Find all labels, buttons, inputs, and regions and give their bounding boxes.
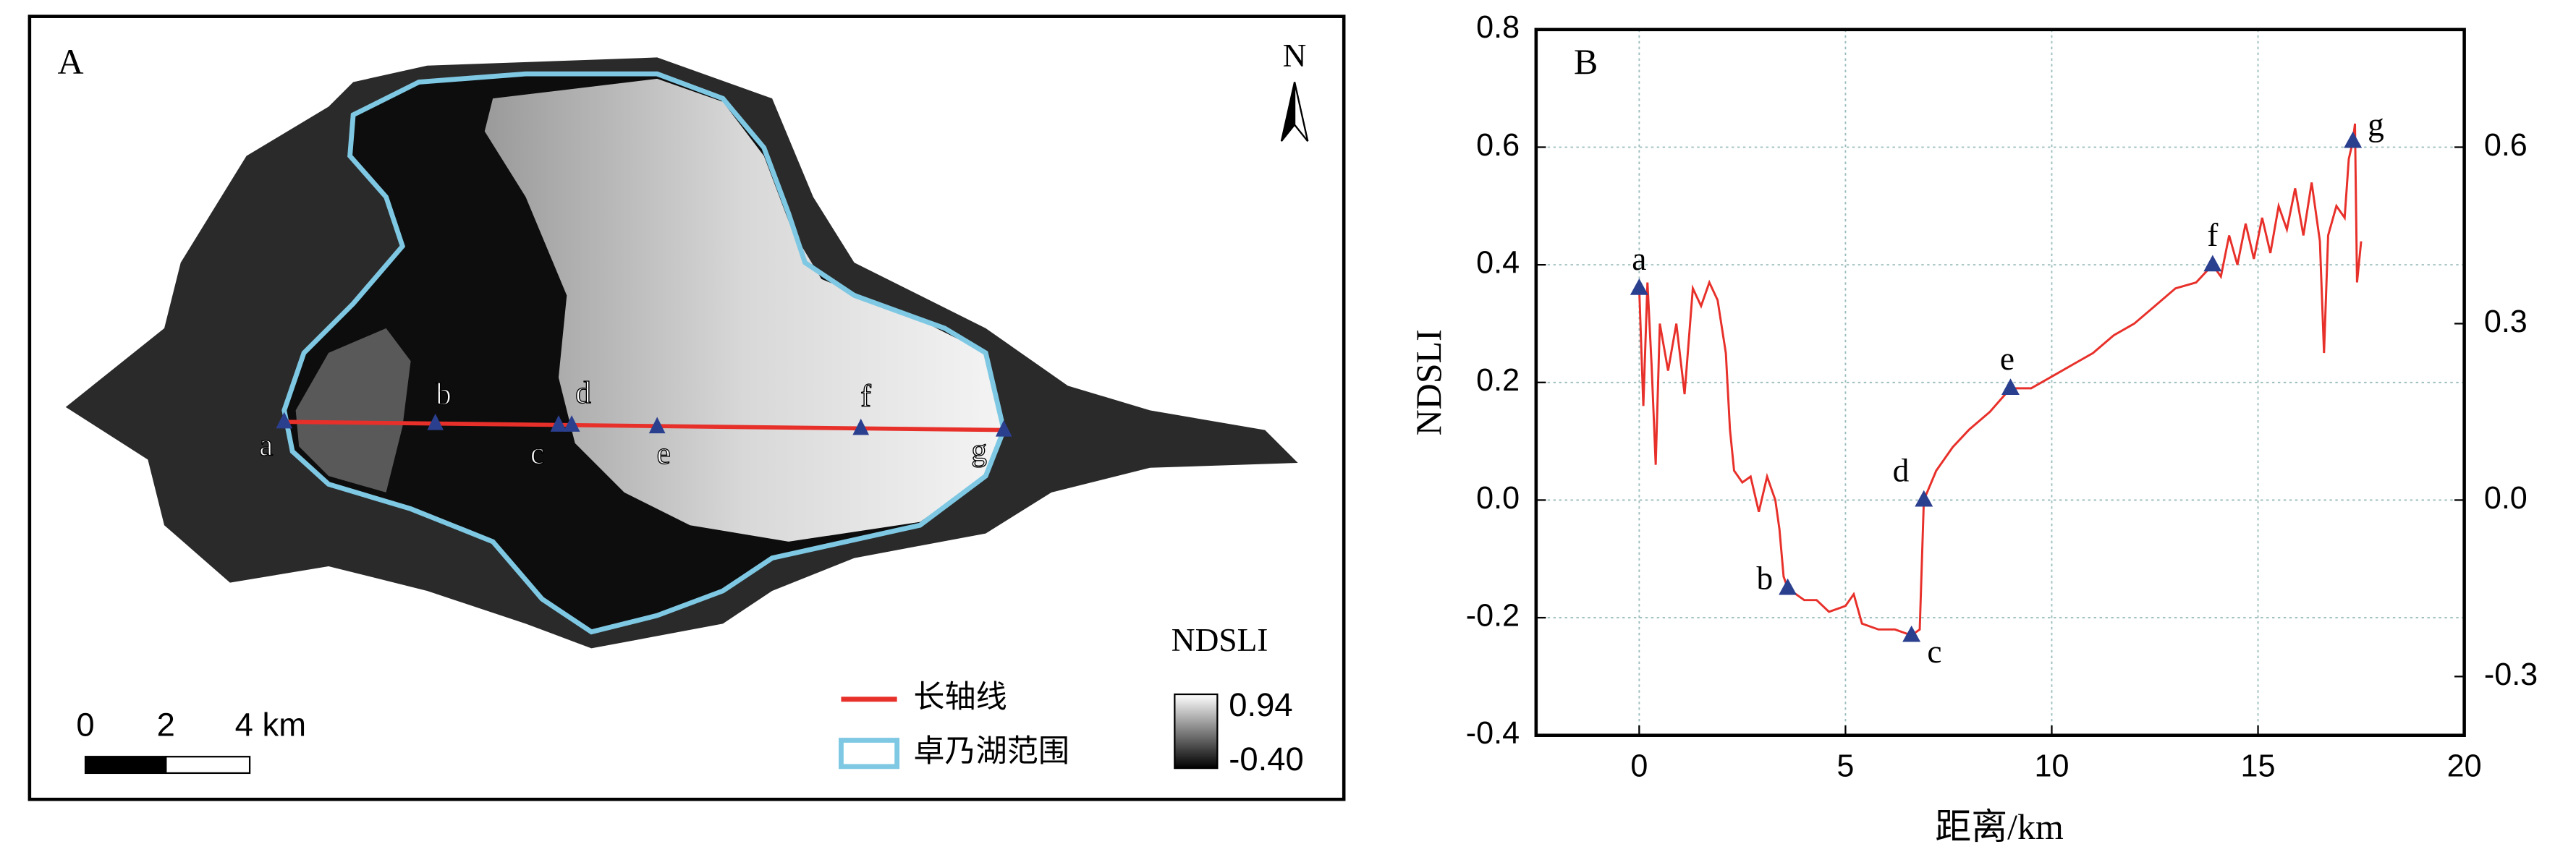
point-label: d	[1893, 453, 1910, 489]
y2-tick-label: -0.3	[2484, 657, 2538, 692]
point-label: b	[1756, 561, 1773, 597]
y2-tick-label: 0.3	[2484, 304, 2528, 339]
point-label: f	[2207, 217, 2219, 253]
y-tick-label: 0.8	[1476, 10, 1520, 45]
colorbar-title: NDSLI	[1172, 622, 1268, 658]
map-point	[550, 415, 567, 432]
point-label: e	[2000, 341, 2014, 377]
north-label: N	[1283, 38, 1307, 74]
y-tick-label: 0.4	[1476, 246, 1520, 281]
scalebar-white	[165, 756, 251, 775]
x-tick-label: 15	[2241, 749, 2276, 783]
x-axis-label: 距离/km	[1935, 807, 2064, 847]
lake-shore-band	[295, 328, 411, 493]
legend-label: 卓乃湖范围	[913, 734, 1069, 769]
y-tick-label: -0.2	[1466, 598, 1520, 633]
map-point	[276, 412, 293, 429]
point-marker	[2344, 131, 2363, 148]
panel-label: A	[57, 42, 83, 82]
scalebar-label: 4 km	[235, 706, 306, 743]
map-panel: a b c d e f g A N 长轴线 卓乃湖范围 NDSLI 0.94 -…	[27, 14, 1346, 801]
scalebar-label: 0	[76, 706, 94, 743]
map-point-labels: a b c d e f g	[259, 375, 988, 471]
y-tick-label: 0.0	[1476, 481, 1520, 516]
scalebar-black	[84, 756, 167, 775]
y-tick-label: 0.6	[1476, 128, 1520, 163]
x-tick-label: 10	[2035, 749, 2069, 783]
map-point	[648, 417, 666, 434]
map-point-label: c	[530, 437, 544, 471]
map-point	[563, 415, 580, 432]
y2-tick-label: 0.0	[2484, 481, 2528, 516]
point-label: a	[1632, 241, 1646, 277]
legend-label: 长轴线	[913, 680, 1007, 715]
map-point	[427, 413, 444, 430]
x-tick-label: 20	[2447, 749, 2482, 783]
map-point-label: g	[971, 433, 987, 467]
y2-tick-label: 0.6	[2484, 128, 2528, 163]
panel-label: B	[1574, 42, 1598, 82]
colorbar-min: -0.40	[1229, 741, 1303, 777]
map-point	[852, 418, 870, 435]
point-marker	[1902, 625, 1921, 642]
point-label: g	[2368, 107, 2384, 143]
map-point-label: a	[259, 428, 273, 462]
point-marker	[1915, 490, 1933, 507]
legend-boundary-swatch	[839, 738, 900, 770]
scalebar-label: 2	[157, 706, 175, 743]
chart-panel: B 距离/km NDSLI 0 5 10 15 20 -0.4 -0.2 0.0 0.2 0.4 0…	[1409, 10, 2538, 847]
map-point-label: d	[575, 376, 591, 410]
x-tick-label: 0	[1630, 749, 1648, 783]
colorbar	[1174, 693, 1219, 770]
point-marker	[1779, 578, 1797, 595]
x-tick-label: 5	[1836, 749, 1854, 783]
point-marker	[2203, 255, 2222, 272]
map-point	[995, 419, 1012, 437]
point-marker	[2001, 378, 2020, 395]
map-points	[276, 412, 1012, 437]
y-tick-label: 0.2	[1476, 363, 1520, 398]
map-point-label: b	[436, 378, 452, 412]
lake-boundary	[281, 71, 1007, 635]
colorbar-max: 0.94	[1229, 686, 1292, 723]
plot-frame	[1534, 27, 2466, 737]
y-axis-label: NDSLI	[1409, 329, 1449, 435]
point-marker	[1630, 278, 1648, 295]
profile-line	[1637, 123, 2363, 637]
long-axis	[284, 419, 1004, 432]
map-point-label: f	[860, 379, 871, 413]
north-arrow-half	[1293, 82, 1309, 142]
map-point-label: e	[657, 437, 671, 471]
point-label: c	[1927, 634, 1941, 670]
y-tick-label: -0.4	[1466, 716, 1520, 751]
